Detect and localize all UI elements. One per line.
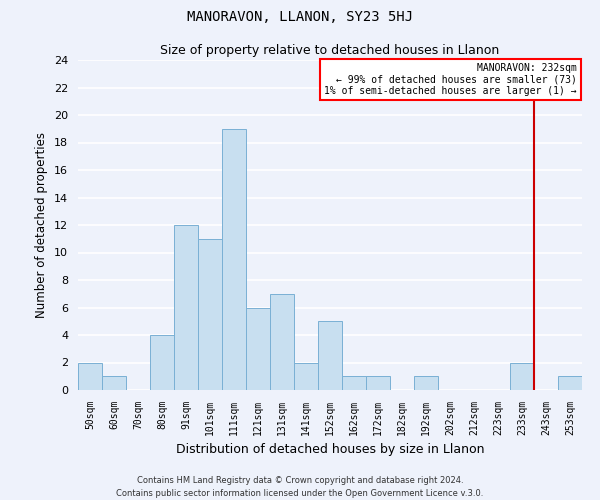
Bar	[78, 362, 102, 390]
Y-axis label: Number of detached properties: Number of detached properties	[35, 132, 49, 318]
X-axis label: Distribution of detached houses by size in Llanon: Distribution of detached houses by size …	[176, 444, 484, 456]
Bar	[318, 322, 342, 390]
Text: MANORAVON: 232sqm
← 99% of detached houses are smaller (73)
1% of semi-detached : MANORAVON: 232sqm ← 99% of detached hous…	[325, 64, 577, 96]
Bar	[414, 376, 438, 390]
Bar	[222, 128, 246, 390]
Bar	[510, 362, 534, 390]
Bar	[366, 376, 390, 390]
Text: Contains HM Land Registry data © Crown copyright and database right 2024.
Contai: Contains HM Land Registry data © Crown c…	[116, 476, 484, 498]
Bar	[294, 362, 318, 390]
Title: Size of property relative to detached houses in Llanon: Size of property relative to detached ho…	[160, 44, 500, 58]
Bar	[174, 225, 198, 390]
Bar	[102, 376, 126, 390]
Bar	[342, 376, 366, 390]
Bar	[558, 376, 582, 390]
Text: MANORAVON, LLANON, SY23 5HJ: MANORAVON, LLANON, SY23 5HJ	[187, 10, 413, 24]
Bar	[270, 294, 294, 390]
Bar	[246, 308, 270, 390]
Bar	[150, 335, 174, 390]
Bar	[198, 239, 222, 390]
